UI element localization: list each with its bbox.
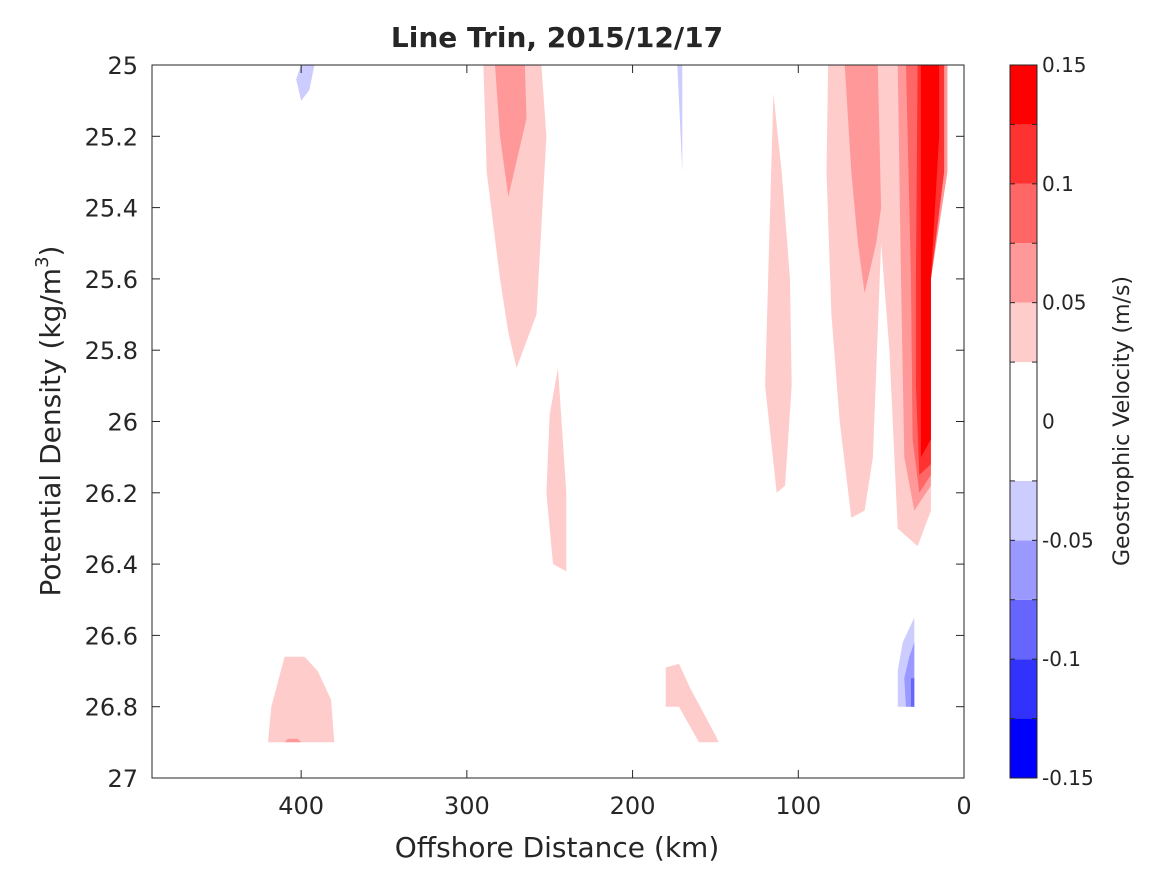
contour-region (268, 65, 345, 358)
colorbar-frame (1009, 64, 1038, 779)
y-axis-label-superscript: 3 (32, 256, 53, 267)
y-tick-label: 26.6 (85, 622, 138, 650)
contour-region (268, 656, 335, 743)
colorbar-tick-label: -0.05 (1042, 528, 1094, 552)
colorbar-block (1010, 302, 1037, 363)
contour-region (677, 65, 683, 172)
y-tick-label: 26.8 (85, 694, 138, 722)
colorbar-blocks (1010, 65, 1037, 778)
contour-region (546, 368, 567, 572)
x-tick-label: 100 (775, 792, 821, 820)
colorbar-block (1010, 659, 1037, 719)
y-tick-label: 25.6 (85, 266, 138, 294)
y-tick-label: 26.4 (85, 551, 138, 579)
y-tick-label: 25.8 (85, 337, 138, 365)
contour-region (483, 617, 537, 743)
y-tick-label: 25.4 (85, 195, 138, 223)
colorbar: 0.15 0.1 0.05 0 -0.05 -0.1 -0.15 (1009, 53, 1094, 790)
plot-area: 400 300 200 100 0 25 25.2 25.4 25.6 25.8 26 26.2 26… (85, 52, 972, 820)
y-axis-label-main: Potential Density (kg/m (34, 268, 67, 597)
contour-region (765, 93, 792, 493)
contour-region (483, 65, 547, 368)
contour-region (296, 65, 315, 101)
y-tick-label: 25.2 (85, 123, 138, 151)
y-axis-label: Potential Density (kg/m3) (32, 246, 67, 597)
contour-region (665, 663, 719, 743)
y-axis-label-close: ) (34, 246, 67, 257)
colorbar-tick-label: 0 (1042, 410, 1055, 434)
colorbar-label: Geostrophic Velocity (m/s) (1110, 276, 1135, 566)
colorbar-tick-label: 0.1 (1042, 172, 1074, 196)
contour-region (911, 678, 915, 707)
y-tick-label: 27 (107, 765, 138, 793)
contour-region (579, 65, 587, 76)
x-tick-label: 0 (956, 792, 971, 820)
contour-regions (193, 65, 948, 743)
contour-region (649, 65, 716, 536)
x-tick-label: 400 (278, 792, 324, 820)
contour-region (193, 65, 215, 94)
colorbar-tick-label: -0.1 (1042, 647, 1081, 671)
x-tick-label: 300 (444, 792, 490, 820)
x-axis-ticks: 400 300 200 100 0 (278, 65, 972, 820)
x-axis-label: Offshore Distance (km) (395, 831, 720, 864)
colorbar-block (1010, 599, 1037, 660)
y-tick-label: 25 (107, 52, 138, 80)
colorbar-block (1010, 480, 1037, 541)
colorbar-tick-label: 0.15 (1042, 53, 1087, 77)
colorbar-block (1010, 243, 1037, 303)
colorbar-block (1010, 183, 1037, 244)
y-tick-label: 26 (107, 409, 138, 437)
contour-region (844, 65, 882, 294)
colorbar-ticks: 0.15 0.1 0.05 0 -0.05 -0.1 -0.15 (1010, 53, 1094, 790)
contour-region (826, 599, 915, 743)
colorbar-block (1010, 540, 1037, 600)
contour-region (495, 65, 527, 197)
y-tick-label: 26.2 (85, 480, 138, 508)
contour-region (920, 65, 940, 458)
colorbar-block (1010, 124, 1037, 184)
y-axis-ticks: 25 25.2 25.4 25.6 25.8 26 26.2 26.4 26.6 26.8 27 (85, 52, 964, 793)
colorbar-block (1010, 65, 1037, 125)
colorbar-block (1010, 718, 1037, 778)
x-tick-label: 200 (610, 792, 656, 820)
contour-region (284, 738, 302, 743)
colorbar-tick-label: -0.15 (1042, 766, 1094, 790)
chart-title: Line Trin, 2015/12/17 (391, 21, 723, 54)
colorbar-block (1010, 362, 1037, 481)
colorbar-tick-label: 0.05 (1042, 291, 1087, 315)
